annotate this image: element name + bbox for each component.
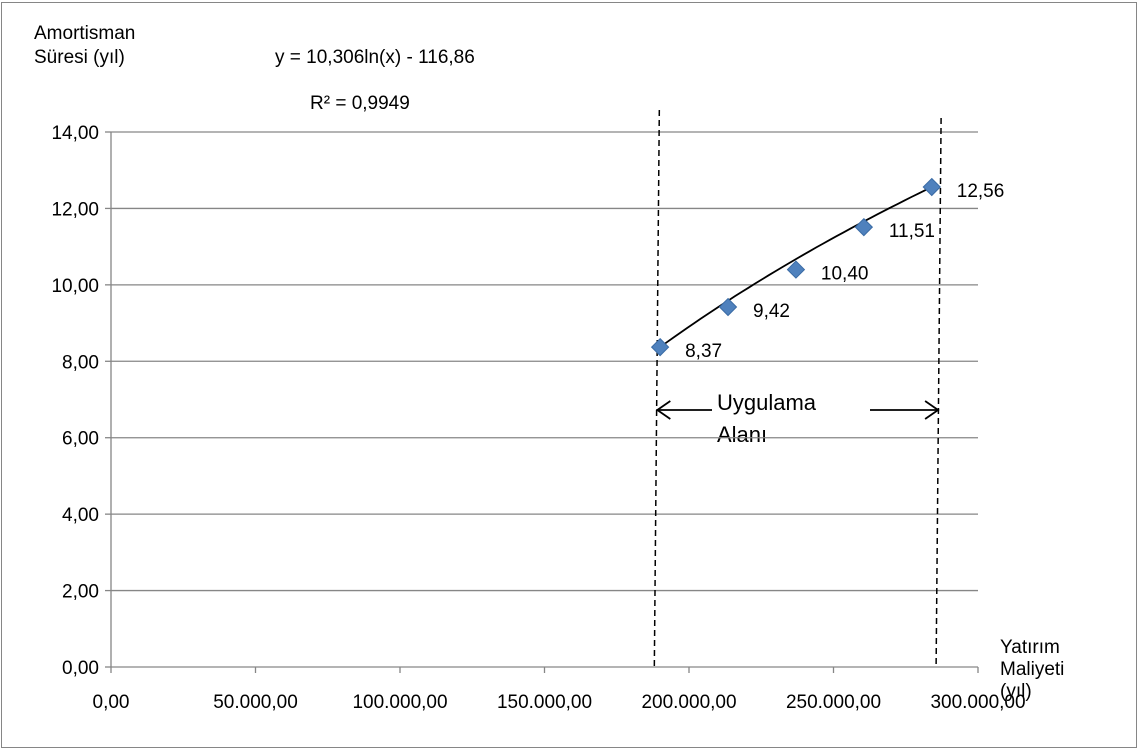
data-label: 11,51: [889, 221, 935, 242]
data-point: [854, 217, 874, 237]
data-label: 12,56: [957, 181, 1005, 202]
application-region-label-line-2: Alanı: [717, 422, 768, 447]
y-tick-label: 4,00: [62, 505, 99, 526]
data-point: [650, 337, 670, 357]
x-tick-label: 250.000,00: [786, 692, 881, 713]
data-label: 8,37: [685, 341, 722, 362]
x-tick-label: 100.000,00: [352, 692, 447, 713]
x-tick-label: 150.000,00: [497, 692, 592, 713]
x-tick-label: 50.000,00: [213, 692, 298, 713]
application-region-label-line-1: Uygulama: [717, 390, 817, 415]
x-axis-title-line-2: Maliyeti: [1000, 659, 1065, 680]
data-labels: 8,37 9,42 10,40 11,51 12,56: [685, 181, 1004, 362]
application-region: [653, 109, 942, 668]
axes: [105, 131, 979, 673]
x-axis-title-line-3: (yıl): [1000, 681, 1032, 702]
data-point: [718, 297, 738, 317]
trendline: [659, 186, 933, 348]
y-tick-labels: 0,00 2,00 4,00 6,00 8,00 10,00 12,00 14,00: [51, 123, 99, 679]
y-axis-title-line-2: Süresi (yıl): [34, 47, 125, 68]
y-tick-label: 2,00: [62, 582, 99, 603]
data-label: 10,40: [821, 264, 869, 285]
x-axis-title-line-1: Yatırım: [1000, 637, 1060, 658]
region-left-arrow-head: [655, 400, 671, 420]
x-tick-labels: 0,00 50.000,00 100.000,00 150.000,00 200.000…: [93, 692, 1026, 713]
y-tick-label: 10,00: [51, 276, 99, 297]
x-axis-title: Yatırım Maliyeti (yıl): [1000, 637, 1064, 703]
data-point: [786, 260, 806, 279]
region-right-boundary: [935, 117, 942, 668]
y-axis-title-line-1: Amortisman: [34, 23, 136, 44]
data-points: [650, 177, 941, 357]
y-tick-label: 8,00: [62, 352, 99, 373]
data-point: [922, 177, 941, 197]
r-squared-label: R² = 0,9949: [310, 93, 410, 114]
y-tick-label: 6,00: [62, 429, 99, 450]
trendline-curve: [659, 186, 933, 348]
x-tick-label: 200.000,00: [641, 692, 736, 713]
region-left-boundary: [653, 109, 661, 668]
data-label: 9,42: [753, 301, 790, 322]
y-tick-label: 0,00: [62, 658, 99, 679]
y-tick-label: 14,00: [51, 123, 99, 144]
y-tick-label: 12,00: [51, 199, 99, 220]
trendline-equation: y = 10,306ln(x) - 116,86: [275, 47, 475, 68]
x-tick-label: 300.000,00: [930, 692, 1025, 713]
region-right-arrow-head: [924, 400, 940, 420]
application-region-label: Uygulama Alanı: [717, 387, 816, 451]
grid-lines: [111, 131, 978, 592]
y-axis-title: Amortisman Süresi (yıl): [34, 22, 135, 70]
x-tick-label: 0,00: [93, 692, 130, 713]
